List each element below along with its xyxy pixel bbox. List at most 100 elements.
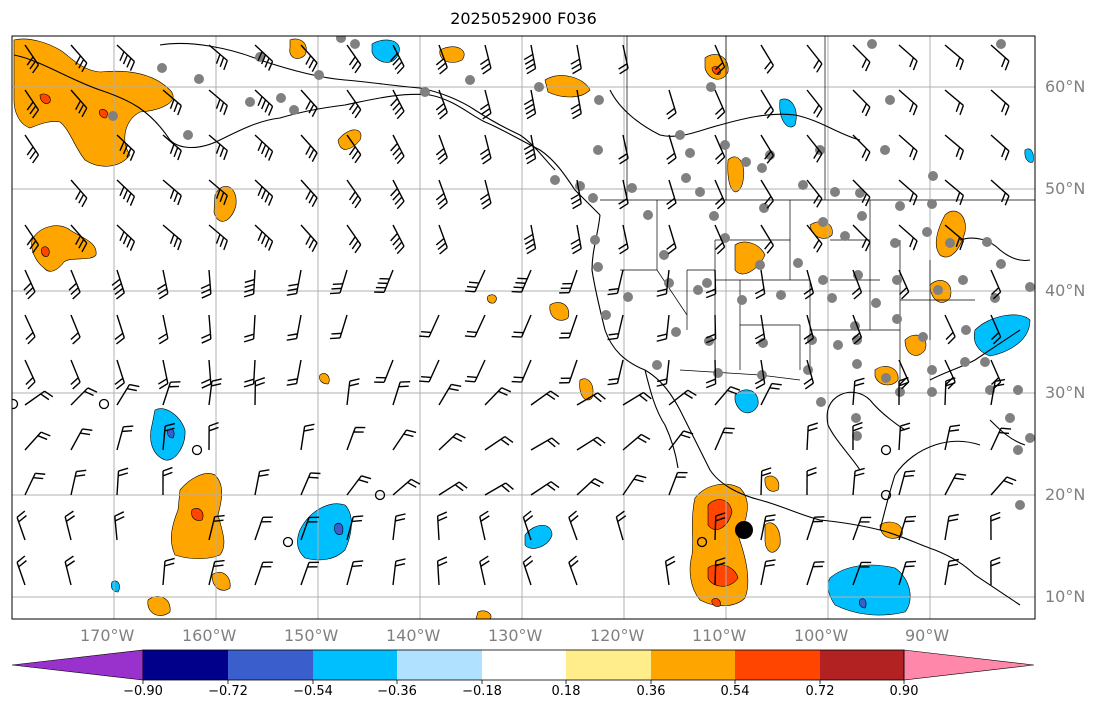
wind-barb [852,467,865,496]
wind-barb [114,511,125,541]
wind-barb [760,382,782,406]
wind-barb [530,437,560,451]
wind-barb [286,359,302,386]
anomaly-strong-area [41,246,50,257]
wind-barb [714,179,726,210]
wind-barb [522,555,534,586]
wind-barb [254,561,273,586]
wind-barb [419,314,440,338]
wind-barb [714,512,726,541]
wind-barb [116,425,134,451]
lat-label-60n: 60°N [1045,77,1086,96]
colorbar-tick-label: 0.90 [889,684,919,699]
wind-barb [511,269,532,293]
wind-barb [668,471,688,496]
wind-barb [116,467,129,496]
wind-barb [990,44,1010,71]
wind-barb [24,224,40,254]
wind-barb [24,390,54,406]
wind-barb [24,44,40,74]
wind-barb [666,134,677,165]
wind-barb [346,515,364,541]
wind-barb [944,179,965,206]
wind-barb [570,179,582,210]
colorbar-segment [397,650,482,680]
wind-barb [390,224,405,255]
wind-barb [803,269,815,300]
wind-barb [116,179,136,206]
wind-barb [714,386,741,406]
wind-barb [666,89,677,120]
wind-barb [570,44,582,75]
wind-barb [208,559,225,586]
wind-barb [806,561,825,586]
wind-barb [392,513,406,541]
wind-barb [300,224,318,253]
wind-barb [70,89,88,118]
wind-barb [852,89,871,117]
wind-barb [760,467,772,496]
wind-barb [806,179,823,208]
storm-center-marker [735,521,753,539]
wind-barb [16,555,27,586]
wind-barb [898,560,917,586]
anomaly-positive-area [734,241,766,275]
anomaly-positive-area [289,38,307,59]
wind-barb [664,555,676,586]
wind-barb [559,314,578,339]
wind-barb [530,481,560,496]
wind-barb [576,478,604,496]
wind-barb [157,359,169,390]
colorbar-segment [820,650,904,680]
wind-barb [656,314,670,342]
wind-barb [851,269,863,300]
colorbar-segment [735,650,820,680]
wind-barb [346,89,362,119]
wind-barb [944,44,965,71]
wind-barb [944,558,959,586]
wind-barb [111,269,125,300]
wind-barb [898,515,917,541]
anomaly-strong-negative-area [859,598,867,609]
wind-barb [208,179,228,206]
wind-barb [568,510,579,541]
wind-barb [806,224,823,253]
wind-barb [806,516,825,541]
wind-barb [990,89,1010,116]
wind-barb [523,224,537,255]
wind-barb [803,359,815,390]
wind-barb [435,89,448,120]
wind-barb [754,359,766,390]
wind-barb [806,422,818,451]
wind-barb [484,436,514,451]
wind-barb [300,179,318,208]
wind-barb [559,269,578,294]
wind-barb [243,359,256,388]
anomaly-strong-negative-area [334,522,344,535]
wind-barb [201,314,212,344]
wind-barb [522,510,534,541]
wind-barb [576,392,606,406]
wind-barb [346,44,362,74]
wind-barb [346,378,360,406]
wind-barb [622,474,647,496]
colorbar-tick-label: −0.18 [462,684,502,699]
wind-barb [806,89,823,118]
wind-barb [754,314,766,345]
wind-barb [479,134,492,165]
anomaly-positive-area [13,38,174,167]
anomaly-positive-area [549,302,570,321]
wind-barb [656,269,670,297]
wind-barb [70,428,93,451]
wind-barb [390,134,405,165]
wind-barb [898,376,909,406]
wind-barb [162,557,175,586]
wind-barb [944,314,956,345]
anomaly-positive-area [879,521,903,539]
wind-barb [464,269,486,293]
wind-barb [435,224,448,255]
wind-barb [435,134,448,165]
wind-barb [944,473,967,496]
anomaly-positive-area [475,610,492,619]
wind-barb [162,466,173,496]
